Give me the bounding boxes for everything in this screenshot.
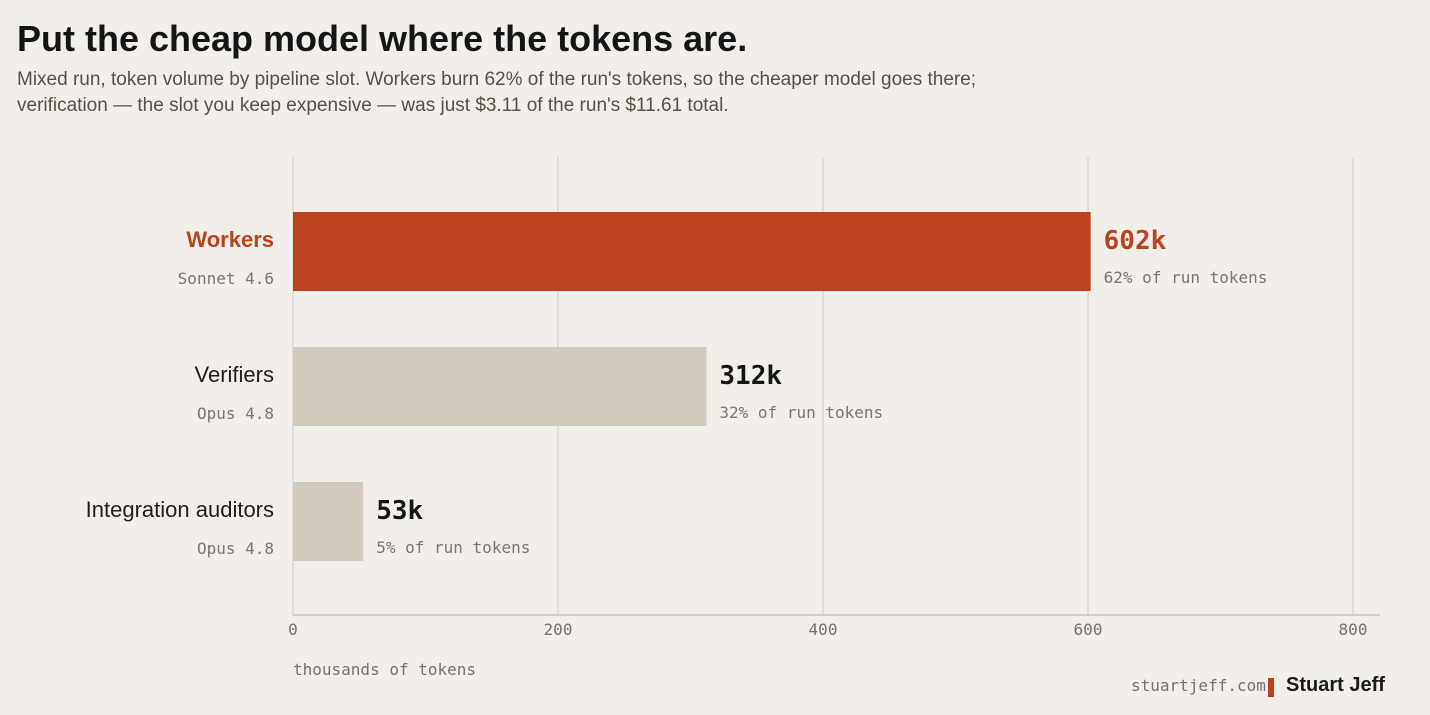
share-label: 5% of run tokens	[376, 538, 530, 557]
x-tick-label: 600	[1074, 620, 1103, 639]
x-axis: 0 200 400 600 800 thousands of tokens	[288, 614, 1380, 679]
bar	[293, 347, 707, 426]
category-label: Integration auditors	[86, 497, 274, 522]
bars: Workers Sonnet 4.6 602k 62% of run tokens Ve…	[86, 212, 1268, 561]
value-label: 53k	[376, 496, 423, 526]
category-label: Verifiers	[195, 362, 274, 387]
bar	[293, 212, 1091, 291]
x-axis-label: thousands of tokens	[293, 660, 476, 679]
value-label: 312k	[719, 361, 782, 391]
value-label: 602k	[1104, 226, 1167, 256]
footer-author: Stuart Jeff	[1286, 674, 1385, 696]
x-tick-label: 800	[1339, 620, 1368, 639]
x-tick-label: 200	[544, 620, 573, 639]
share-label: 62% of run tokens	[1104, 268, 1268, 287]
chart-subtitle: Mixed run, token volume by pipeline slot…	[17, 69, 977, 116]
category-label: Workers	[186, 227, 274, 252]
bar	[293, 482, 364, 561]
model-label: Opus 4.8	[197, 539, 274, 558]
footer-site[interactable]: stuartjeff.com	[1131, 676, 1266, 695]
model-label: Opus 4.8	[197, 404, 274, 423]
x-tick-label: 0	[288, 620, 298, 639]
footer-accent-bar	[1268, 678, 1274, 697]
chart-title: Put the cheap model where the tokens are…	[17, 18, 748, 59]
model-label: Sonnet 4.6	[178, 269, 274, 288]
x-tick-label: 400	[809, 620, 838, 639]
share-label: 32% of run tokens	[719, 403, 883, 422]
